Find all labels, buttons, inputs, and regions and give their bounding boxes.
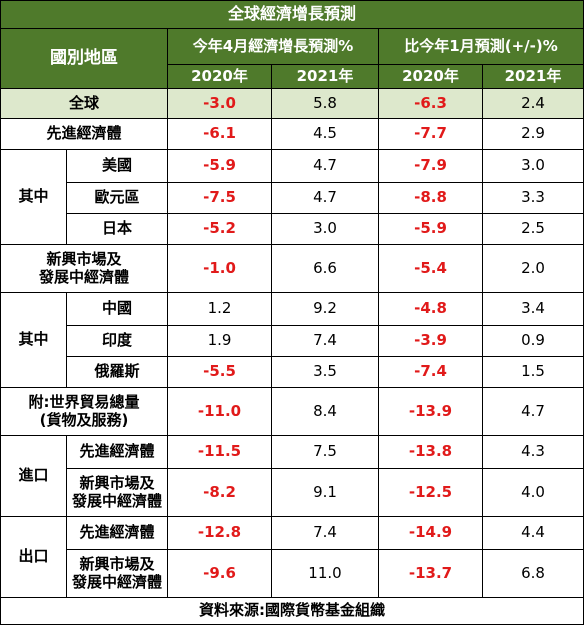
value-cell: 1.5 xyxy=(481,356,585,388)
value-cell: -5.2 xyxy=(167,213,272,245)
value-cell: -5.4 xyxy=(378,244,483,293)
row-label: 先進經濟體 xyxy=(66,435,168,469)
table-row: 全球 -3.0 5.8 -6.3 2.4 xyxy=(0,88,585,119)
value-cell: -7.7 xyxy=(378,118,483,150)
year-header: 2020年 xyxy=(167,64,272,89)
value-cell: 4.3 xyxy=(481,435,585,469)
table-row: 附:世界貿易總量 (貨物及服務) -11.0 8.4 -13.9 4.7 xyxy=(0,387,585,436)
table-row: 出口 先進經濟體 -12.8 7.4 -14.9 4.4 xyxy=(0,516,585,598)
value-cell: -12.8 xyxy=(167,516,272,550)
value-cell: -11.0 xyxy=(167,387,272,436)
value-cell: -4.8 xyxy=(378,292,483,326)
table-title: 全球經濟增長預測 xyxy=(0,0,585,29)
year-header: 2021年 xyxy=(481,64,585,89)
year-header: 2020年 xyxy=(378,64,483,89)
year-header: 2021年 xyxy=(271,64,379,89)
group-label: 進口 xyxy=(0,435,67,517)
table-row: 先進經濟體 -6.1 4.5 -7.7 2.9 xyxy=(0,118,585,150)
table-row: 日本 -5.2 3.0 -5.9 2.5 xyxy=(1,213,585,245)
row-label: 新興市場及 發展中經濟體 xyxy=(66,468,168,517)
value-cell: 2.4 xyxy=(481,88,585,119)
value-cell: -5.5 xyxy=(167,356,272,388)
table-row: 其中 美國 -5.9 4.7 -7.9 3.0 xyxy=(0,149,585,245)
value-cell: 8.4 xyxy=(271,387,379,436)
table-row: 俄羅斯 -5.5 3.5 -7.4 1.5 xyxy=(1,356,585,388)
value-cell: -12.5 xyxy=(378,468,483,517)
row-label: 日本 xyxy=(66,213,168,245)
region-header: 國別地區 xyxy=(0,28,168,89)
april-forecast-header: 今年4月經濟增長預測% xyxy=(167,28,379,65)
value-cell: -8.8 xyxy=(378,182,483,214)
value-cell: -1.0 xyxy=(167,244,272,293)
table-row: 進口 先進經濟體 -11.5 7.5 -13.8 4.3 xyxy=(0,435,585,517)
value-cell: -13.8 xyxy=(378,435,483,469)
value-cell: -7.4 xyxy=(378,356,483,388)
value-cell: -5.9 xyxy=(167,149,272,183)
value-cell: 1.2 xyxy=(167,292,272,326)
value-cell: 4.7 xyxy=(481,387,585,436)
value-cell: -13.7 xyxy=(378,549,483,598)
value-cell: 3.0 xyxy=(481,149,585,183)
table-row: 新興市場及 發展中經濟體 -9.6 11.0 -13.7 6.8 xyxy=(1,549,585,598)
table-row: 新興市場及 發展中經濟體 -8.2 9.1 -12.5 4.0 xyxy=(1,468,585,517)
value-cell: 6.8 xyxy=(481,549,585,598)
value-cell: 9.1 xyxy=(271,468,379,517)
table-row: 其中 中國 1.2 9.2 -4.8 3.4 xyxy=(0,292,585,388)
value-cell: 0.9 xyxy=(481,325,585,357)
source-note: 資料來源:國際貨幣基金組織 xyxy=(0,597,585,625)
value-cell: 4.7 xyxy=(271,149,379,183)
value-cell: 2.5 xyxy=(481,213,585,245)
value-cell: 4.4 xyxy=(481,516,585,550)
row-label: 附:世界貿易總量 (貨物及服務) xyxy=(0,387,168,436)
value-cell: 9.2 xyxy=(271,292,379,326)
row-label: 全球 xyxy=(0,88,168,119)
row-label: 先進經濟體 xyxy=(66,516,168,550)
value-cell: -6.1 xyxy=(167,118,272,150)
value-cell: 7.4 xyxy=(271,516,379,550)
row-label: 中國 xyxy=(66,292,168,326)
value-cell: -11.5 xyxy=(167,435,272,469)
value-cell: -7.5 xyxy=(167,182,272,214)
value-cell: -14.9 xyxy=(378,516,483,550)
table-row: 新興市場及 發展中經濟體 -1.0 6.6 -5.4 2.0 xyxy=(0,244,585,293)
row-label: 俄羅斯 xyxy=(66,356,168,388)
group-label: 出口 xyxy=(0,516,67,598)
value-cell: 5.8 xyxy=(271,88,379,119)
value-cell: 3.3 xyxy=(481,182,585,214)
row-label: 歐元區 xyxy=(66,182,168,214)
value-cell: -13.9 xyxy=(378,387,483,436)
value-cell: -3.9 xyxy=(378,325,483,357)
row-label: 新興市場及 發展中經濟體 xyxy=(0,244,168,293)
value-cell: 4.5 xyxy=(271,118,379,150)
value-cell: 11.0 xyxy=(271,549,379,598)
value-cell: 6.6 xyxy=(271,244,379,293)
row-label: 印度 xyxy=(66,325,168,357)
group-label: 其中 xyxy=(0,292,67,388)
row-label: 先進經濟體 xyxy=(0,118,168,150)
value-cell: -8.2 xyxy=(167,468,272,517)
table-row: 印度 1.9 7.4 -3.9 0.9 xyxy=(1,325,585,357)
value-cell: 7.4 xyxy=(271,325,379,357)
value-cell: 2.0 xyxy=(481,244,585,293)
value-cell: -9.6 xyxy=(167,549,272,598)
value-cell: -3.0 xyxy=(167,88,272,119)
group-label: 其中 xyxy=(0,149,67,245)
table-row: 歐元區 -7.5 4.7 -8.8 3.3 xyxy=(1,182,585,214)
value-cell: -5.9 xyxy=(378,213,483,245)
value-cell: 4.0 xyxy=(481,468,585,517)
row-label: 美國 xyxy=(66,149,168,183)
value-cell: 2.9 xyxy=(481,118,585,150)
value-cell: 3.5 xyxy=(271,356,379,388)
value-cell: 3.4 xyxy=(481,292,585,326)
revision-header: 比今年1月預測(+/-)% xyxy=(377,28,585,65)
value-cell: -6.3 xyxy=(378,88,483,119)
value-cell: 3.0 xyxy=(271,213,379,245)
row-label: 新興市場及 發展中經濟體 xyxy=(66,549,168,598)
value-cell: 1.9 xyxy=(167,325,272,357)
value-cell: -7.9 xyxy=(378,149,483,183)
value-cell: 7.5 xyxy=(271,435,379,469)
value-cell: 4.7 xyxy=(271,182,379,214)
